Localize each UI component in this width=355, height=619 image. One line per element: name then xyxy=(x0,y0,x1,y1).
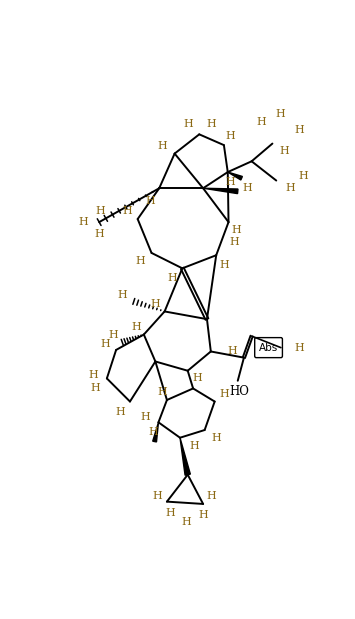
Text: H: H xyxy=(189,441,199,451)
Polygon shape xyxy=(180,438,190,475)
Text: H: H xyxy=(157,141,167,151)
Text: H: H xyxy=(141,412,150,422)
Text: H: H xyxy=(242,183,252,193)
Text: H: H xyxy=(295,124,304,135)
Text: H: H xyxy=(206,491,216,501)
Polygon shape xyxy=(203,188,238,194)
Text: H: H xyxy=(228,347,237,357)
Text: H: H xyxy=(152,491,162,501)
Text: H: H xyxy=(108,329,118,340)
Text: H: H xyxy=(146,196,155,206)
Text: HO: HO xyxy=(229,385,249,398)
Text: H: H xyxy=(225,131,235,141)
Text: H: H xyxy=(89,370,99,379)
Text: H: H xyxy=(206,119,216,129)
Text: H: H xyxy=(116,407,126,417)
Text: H: H xyxy=(298,171,308,181)
Text: H: H xyxy=(135,256,145,266)
Polygon shape xyxy=(228,172,242,180)
Text: H: H xyxy=(211,433,221,443)
Text: H: H xyxy=(285,183,295,193)
Text: H: H xyxy=(157,387,167,397)
Text: H: H xyxy=(229,237,239,247)
Text: H: H xyxy=(100,339,110,348)
Text: H: H xyxy=(123,206,132,216)
Text: H: H xyxy=(79,217,89,227)
Text: H: H xyxy=(219,260,229,271)
Text: H: H xyxy=(279,146,289,156)
Text: H: H xyxy=(96,206,105,216)
Text: H: H xyxy=(198,509,208,520)
Text: H: H xyxy=(256,117,266,127)
Text: Abs: Abs xyxy=(259,343,278,353)
Text: H: H xyxy=(91,383,100,392)
Text: H: H xyxy=(168,272,177,282)
FancyBboxPatch shape xyxy=(255,337,283,358)
Text: H: H xyxy=(225,177,235,187)
Text: H: H xyxy=(275,110,285,119)
Polygon shape xyxy=(153,422,158,442)
Text: H: H xyxy=(165,508,175,518)
Text: H: H xyxy=(131,322,141,332)
Text: H: H xyxy=(231,225,241,235)
Text: H: H xyxy=(192,373,202,383)
Text: H: H xyxy=(181,517,191,527)
Text: H: H xyxy=(151,299,160,309)
Text: H: H xyxy=(118,290,127,300)
Text: H: H xyxy=(184,119,193,129)
Text: H: H xyxy=(148,427,158,438)
Text: H: H xyxy=(94,228,104,239)
Text: H: H xyxy=(219,389,229,399)
Text: H: H xyxy=(295,343,304,353)
